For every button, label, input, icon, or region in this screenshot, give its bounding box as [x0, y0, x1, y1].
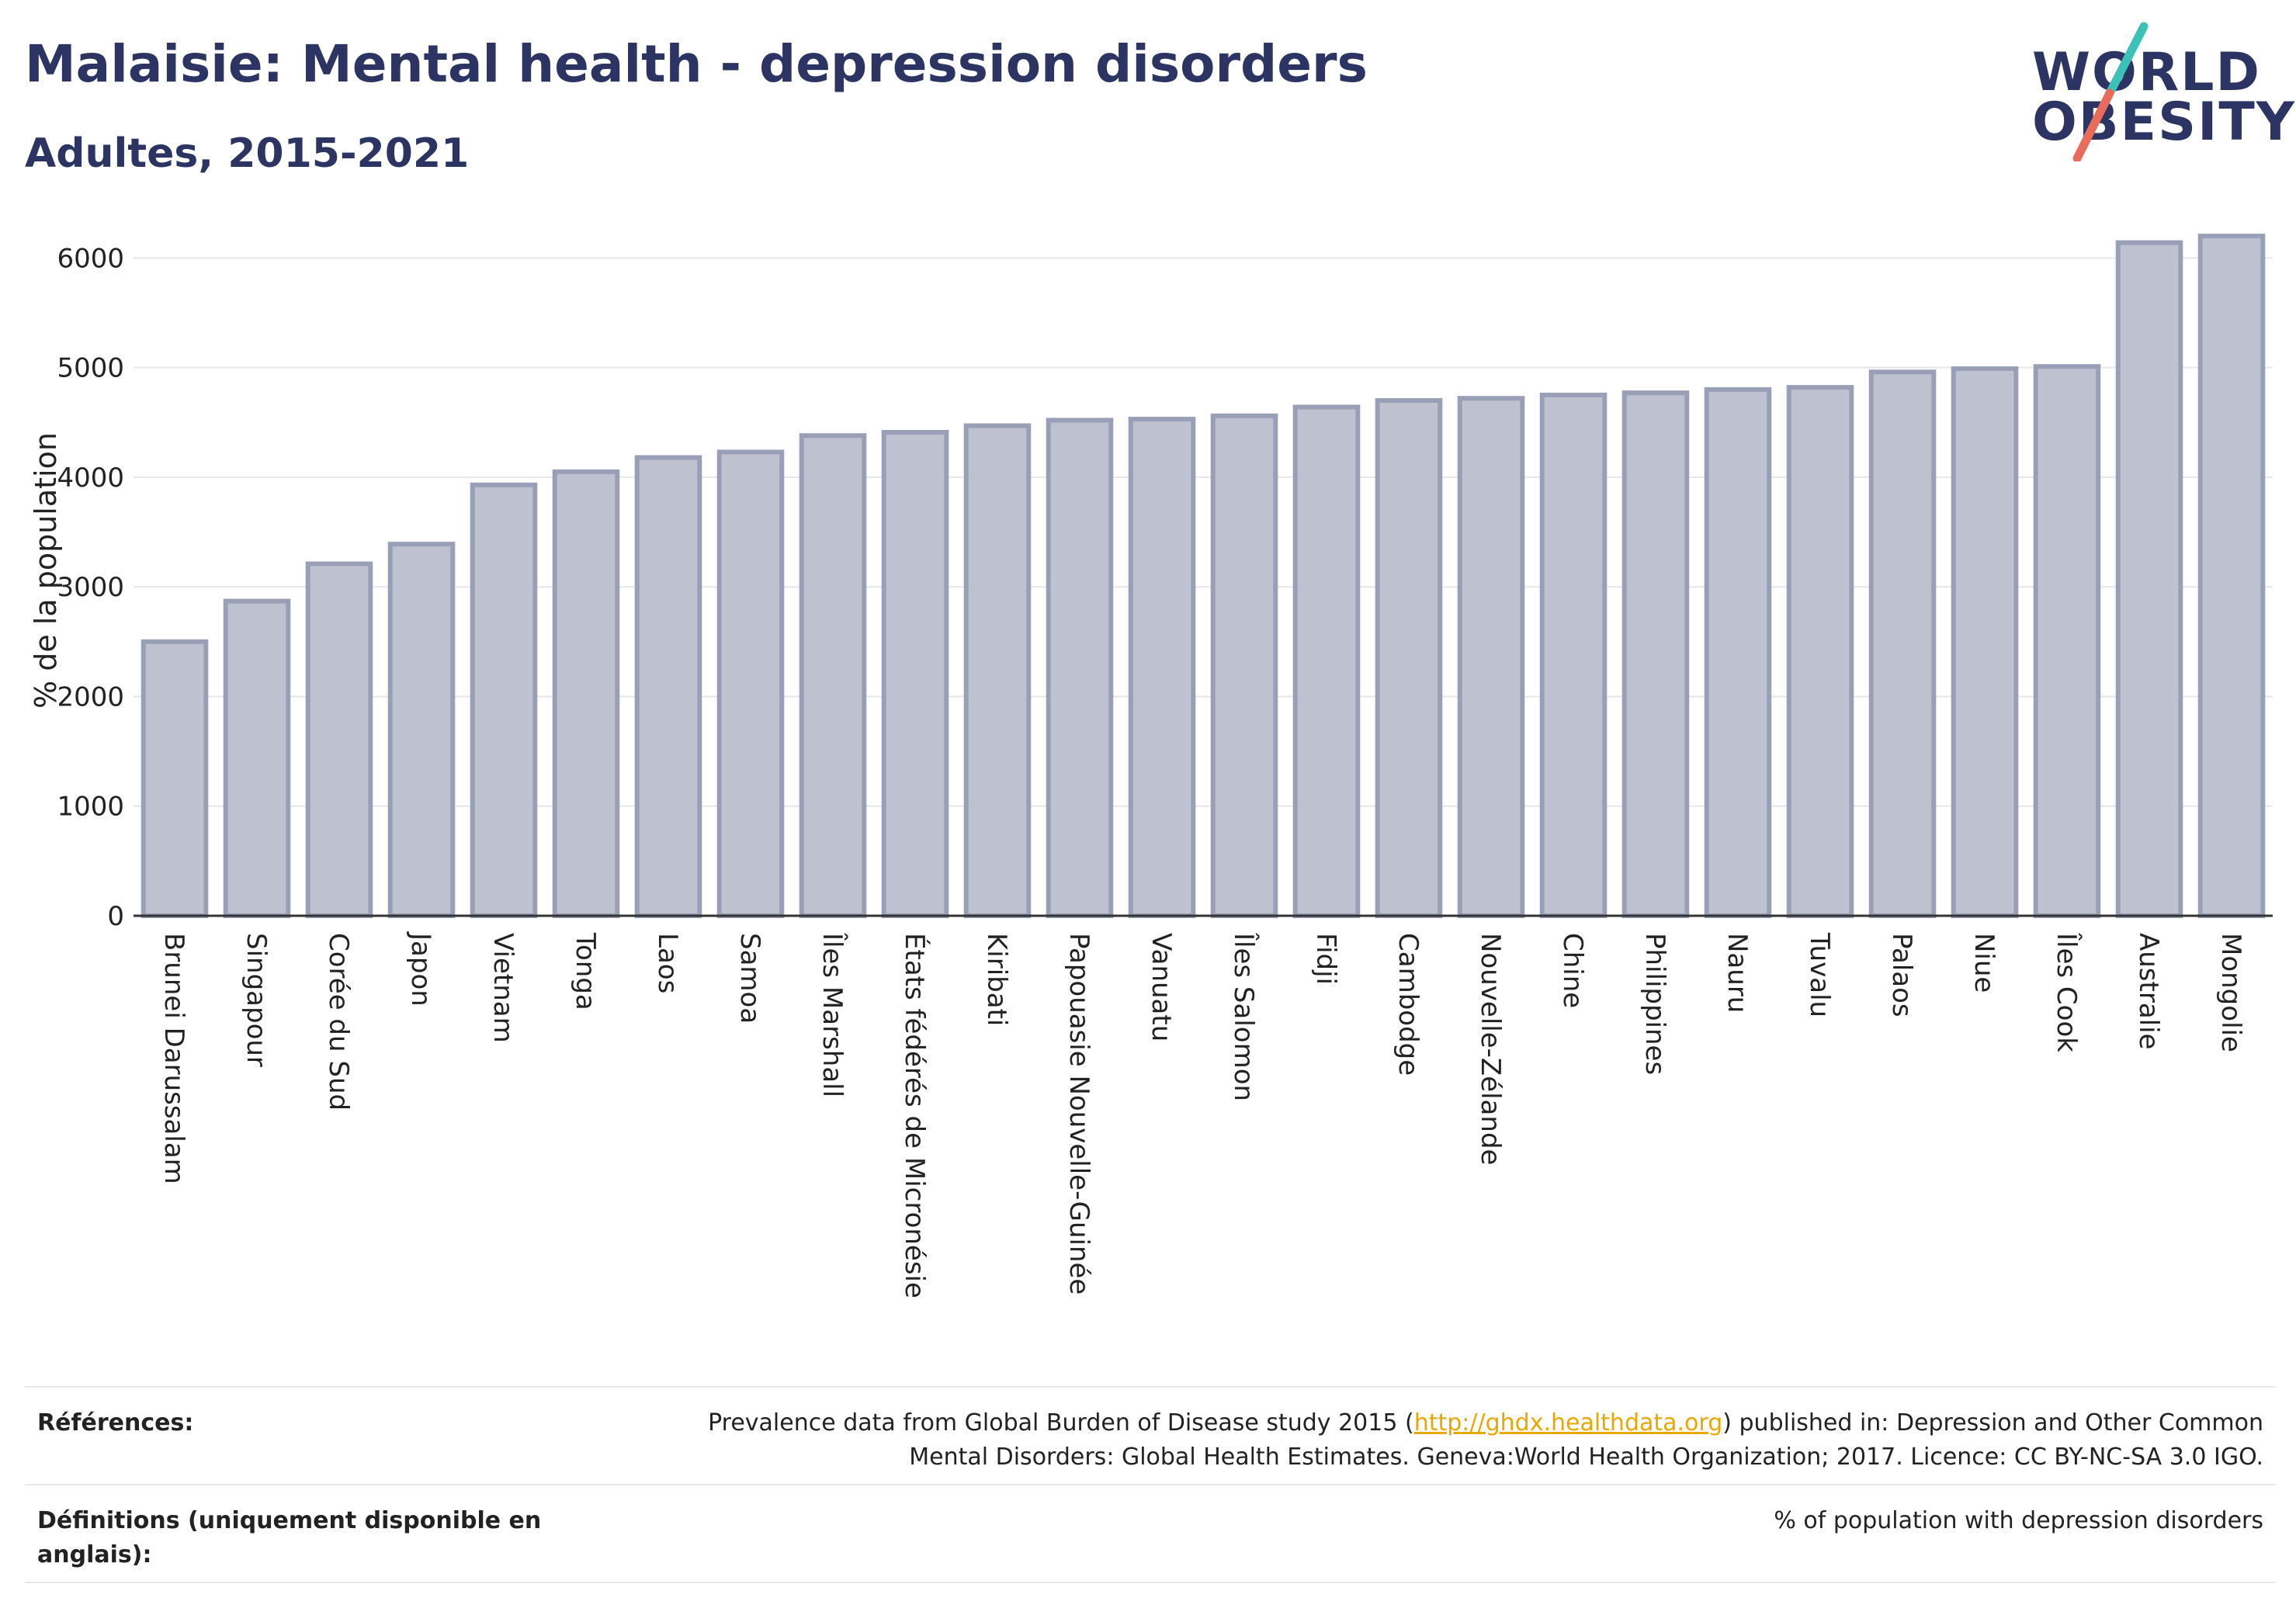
- page-subtitle: Adultes, 2015-2021: [25, 130, 470, 177]
- bar[interactable]: [2197, 234, 2266, 918]
- x-category-label: Japon: [405, 931, 436, 1007]
- y-axis-title: % de la population: [29, 432, 63, 709]
- bar[interactable]: [1128, 417, 1196, 918]
- references-label: Références:: [37, 1409, 194, 1437]
- definitions-label: Définitions (uniquement disponible en an…: [37, 1507, 542, 1568]
- bar[interactable]: [2033, 364, 2101, 918]
- x-axis-labels: Brunei Darussalam Singapour Corée du Sud Ja…: [158, 931, 2246, 1298]
- bar[interactable]: [1868, 369, 1937, 919]
- bar[interactable]: [2115, 240, 2183, 919]
- x-category-label: Îles Cook: [2051, 932, 2083, 1052]
- bar[interactable]: [1704, 386, 1772, 918]
- x-category-label: Laos: [652, 933, 683, 993]
- page-title: Malaisie: Mental health - depression dis…: [25, 34, 1368, 94]
- references-text: Prevalence data from Global Burden of Di…: [633, 1406, 2263, 1474]
- logo-line-1: WORLD: [2032, 42, 2261, 103]
- x-category-label: Palaos: [1886, 933, 1917, 1017]
- y-tick-label: 3000: [57, 572, 124, 603]
- bar[interactable]: [1046, 418, 1114, 918]
- y-tick-label: 5000: [57, 353, 124, 384]
- references-row: Références: Prevalence data from Global …: [25, 1397, 2276, 1482]
- x-category-label: Niue: [1968, 933, 1999, 993]
- x-category-label: Australie: [2133, 933, 2164, 1049]
- x-category-label: Samoa: [734, 933, 765, 1024]
- x-category-label: États fédérés de Micronésie: [899, 933, 931, 1298]
- definitions-row: Définitions (uniquement disponible en an…: [25, 1495, 2276, 1580]
- bar[interactable]: [1786, 385, 1854, 919]
- y-tick-label: 2000: [57, 681, 124, 712]
- bar[interactable]: [1292, 404, 1361, 918]
- x-category-label: Mongolie: [2215, 933, 2246, 1052]
- x-category-label: Tonga: [570, 932, 601, 1010]
- logo-line-2: OBESITY: [2032, 92, 2296, 153]
- bars: [140, 234, 2266, 919]
- x-category-label: Brunei Darussalam: [158, 933, 189, 1184]
- bar[interactable]: [223, 598, 291, 918]
- references-text-after: ) published in: Depression and Other Com…: [909, 1409, 2263, 1471]
- world-obesity-logo: WORLD OBESITY: [2018, 22, 2294, 161]
- x-category-label: Îles Salomon: [1228, 932, 1260, 1101]
- bar[interactable]: [1210, 413, 1278, 918]
- x-category-label: Philippines: [1639, 933, 1670, 1075]
- x-category-label: Papouasie Nouvelle-Guinée: [1063, 933, 1094, 1294]
- bar[interactable]: [716, 449, 785, 918]
- x-category-label: Nauru: [1722, 933, 1753, 1013]
- y-axis-ticks: 0 1000 2000 3000 4000 5000 6000: [57, 243, 124, 932]
- bar[interactable]: [1375, 398, 1443, 918]
- x-category-label: Chine: [1557, 933, 1588, 1008]
- x-category-label: Cambodge: [1393, 933, 1424, 1076]
- x-category-label: Vanuatu: [1146, 933, 1177, 1041]
- bar[interactable]: [881, 430, 949, 918]
- bar[interactable]: [1457, 396, 1525, 918]
- y-tick-label: 0: [107, 901, 124, 932]
- references-text-before: Prevalence data from Global Burden of Di…: [708, 1409, 1414, 1437]
- footer-divider-middle: [25, 1484, 2276, 1485]
- logo-slash-icon: [2072, 22, 2149, 161]
- x-category-label: Vietnam: [487, 933, 519, 1043]
- definitions-text: % of population with depression disorder…: [1774, 1507, 2263, 1534]
- bar[interactable]: [140, 639, 209, 918]
- x-category-label: Tuvalu: [1804, 932, 1835, 1017]
- y-tick-label: 4000: [57, 463, 124, 494]
- x-category-label: Nouvelle-Zélande: [1475, 933, 1506, 1165]
- y-tick-label: 1000: [57, 792, 124, 823]
- y-tick-label: 6000: [57, 243, 124, 274]
- bar[interactable]: [1539, 392, 1608, 918]
- x-category-label: Corée du Sud: [323, 933, 354, 1111]
- bar[interactable]: [1621, 390, 1690, 918]
- bar[interactable]: [799, 433, 867, 918]
- bar[interactable]: [387, 542, 456, 918]
- bar[interactable]: [552, 469, 620, 919]
- x-category-label: Îles Marshall: [817, 932, 848, 1097]
- bar[interactable]: [963, 423, 1032, 918]
- bar-chart: 0 1000 2000 3000 4000 5000 6000 Brunei Darussa…: [29, 234, 2273, 1298]
- x-category-label: Fidji: [1310, 933, 1341, 985]
- footer-divider-top: [25, 1386, 2276, 1388]
- x-category-label: Kiribati: [981, 933, 1012, 1026]
- footer-divider-bottom: [25, 1582, 2276, 1583]
- bar[interactable]: [1951, 366, 2019, 919]
- bar[interactable]: [634, 455, 702, 918]
- x-category-label: Singapour: [241, 933, 272, 1067]
- bar[interactable]: [470, 482, 538, 918]
- references-link[interactable]: http://ghdx.healthdata.org: [1413, 1409, 1723, 1437]
- bar[interactable]: [305, 561, 373, 918]
